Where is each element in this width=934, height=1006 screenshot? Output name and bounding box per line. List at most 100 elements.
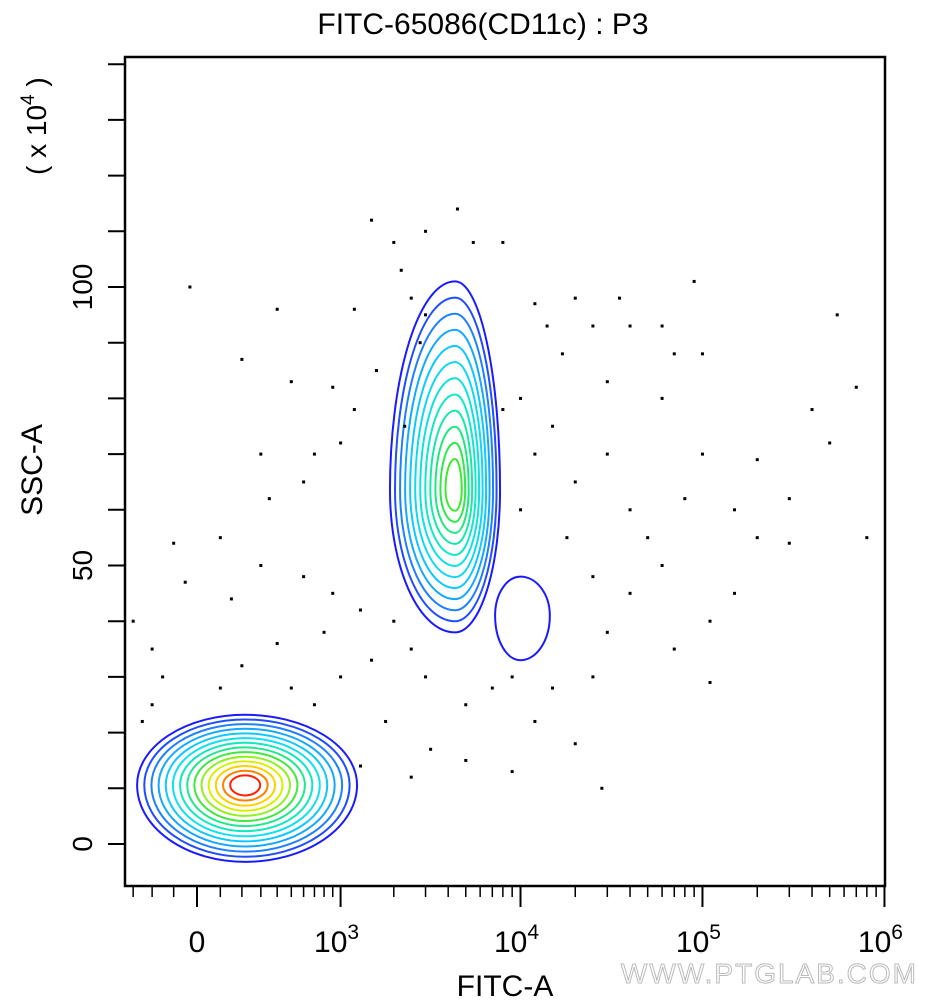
event-dot — [267, 497, 271, 501]
event-dot — [240, 664, 244, 668]
x-tick-base: 0 — [189, 926, 206, 959]
event-dot — [322, 630, 326, 634]
event-dot — [787, 497, 791, 501]
event-dot — [560, 352, 564, 356]
event-dot — [628, 508, 632, 512]
event-dots — [131, 207, 869, 790]
event-dot — [490, 686, 494, 690]
y-tick-label: 100 — [67, 264, 98, 311]
event-dot — [418, 341, 422, 345]
event-dot — [392, 240, 396, 244]
event-dot — [672, 352, 676, 356]
event-dot — [424, 675, 428, 679]
event-dot — [605, 452, 609, 456]
event-dot — [660, 324, 664, 328]
contour-level-0-0 — [136, 713, 359, 863]
event-dot — [358, 764, 362, 768]
event-dot — [787, 541, 791, 545]
event-dot — [409, 775, 413, 779]
event-dot — [161, 675, 165, 679]
event-dot — [660, 564, 664, 567]
event-dot — [312, 703, 316, 707]
event-dot — [471, 240, 475, 244]
event-dot — [854, 385, 858, 389]
event-dot — [429, 747, 433, 751]
event-dot — [573, 480, 577, 484]
event-dot — [150, 703, 154, 707]
event-dot — [218, 536, 222, 540]
event-dot — [403, 424, 407, 428]
x-tick-label: 105 — [676, 921, 721, 959]
event-dot — [183, 580, 187, 584]
event-dot — [259, 452, 263, 456]
event-dot — [591, 324, 595, 328]
event-dot — [708, 680, 712, 684]
event-dot — [218, 686, 222, 690]
event-dot — [172, 541, 176, 545]
plot-frame — [123, 55, 887, 888]
x-tick-label: 106 — [858, 921, 903, 959]
event-dot — [708, 619, 712, 623]
contour-level-0-13 — [229, 774, 262, 797]
event-dot — [700, 352, 704, 356]
event-dot — [150, 647, 154, 651]
watermark: WWW.PTGLAB.COM — [621, 958, 918, 989]
event-dot — [399, 268, 403, 272]
event-dot — [339, 441, 343, 445]
event-dot — [672, 647, 676, 651]
y-axis: 0 50 100 — [67, 63, 125, 852]
contour-level-0-7 — [186, 746, 306, 828]
contour-level-0-4 — [164, 732, 329, 843]
event-dot — [828, 441, 832, 445]
event-dot — [733, 508, 737, 512]
x-tick-exponent: 5 — [709, 921, 721, 944]
contour-level-1-6 — [419, 377, 481, 568]
contour-level-1-7 — [424, 393, 477, 556]
event-dot — [352, 307, 356, 311]
event-dot — [755, 536, 759, 540]
contour-level-1-5 — [414, 361, 484, 579]
event-dot — [551, 424, 555, 428]
event-dot — [865, 536, 869, 540]
x-tick-label: 103 — [314, 921, 359, 959]
event-dot — [289, 686, 293, 690]
event-dot — [628, 591, 632, 595]
event-dot — [369, 658, 373, 662]
contour-level-1-11 — [444, 458, 463, 512]
event-dot — [188, 285, 192, 289]
contour-level-1-0 — [388, 280, 502, 634]
event-dot — [501, 408, 505, 412]
event-dot — [229, 597, 233, 601]
y-multiplier-suffix: ) — [21, 77, 52, 94]
event-dot — [605, 380, 609, 384]
contour-level-0-10 — [207, 760, 284, 812]
contour-level-1-1 — [394, 296, 498, 623]
contour-level-2-0 — [494, 575, 551, 662]
contour-level-1-3 — [404, 328, 491, 601]
event-dot — [131, 619, 135, 623]
event-dot — [573, 742, 577, 746]
event-dot — [424, 229, 428, 233]
contour-level-1-8 — [429, 409, 474, 545]
event-dot — [646, 536, 650, 540]
x-tick-base: 10 — [858, 926, 891, 959]
contour-level-0-11 — [214, 765, 277, 807]
event-dot — [392, 619, 396, 623]
x-axis-label: FITC-A — [457, 970, 554, 1003]
event-dot — [289, 380, 293, 384]
contour-level-0-9 — [200, 755, 291, 817]
event-dot — [518, 396, 522, 400]
event-dot — [140, 719, 144, 723]
event-dot — [275, 307, 279, 311]
event-dot — [259, 564, 263, 567]
y-multiplier-prefix: ( x 10 — [21, 105, 52, 175]
event-dot — [518, 508, 522, 512]
event-dot — [628, 324, 632, 328]
contour-level-0-12 — [222, 769, 269, 802]
event-dot — [591, 575, 595, 579]
y-tick-label: 0 — [67, 836, 98, 852]
event-dot — [424, 313, 428, 317]
x-tick-exponent: 3 — [347, 921, 359, 944]
event-dot — [533, 719, 537, 723]
event-dot — [501, 240, 505, 244]
